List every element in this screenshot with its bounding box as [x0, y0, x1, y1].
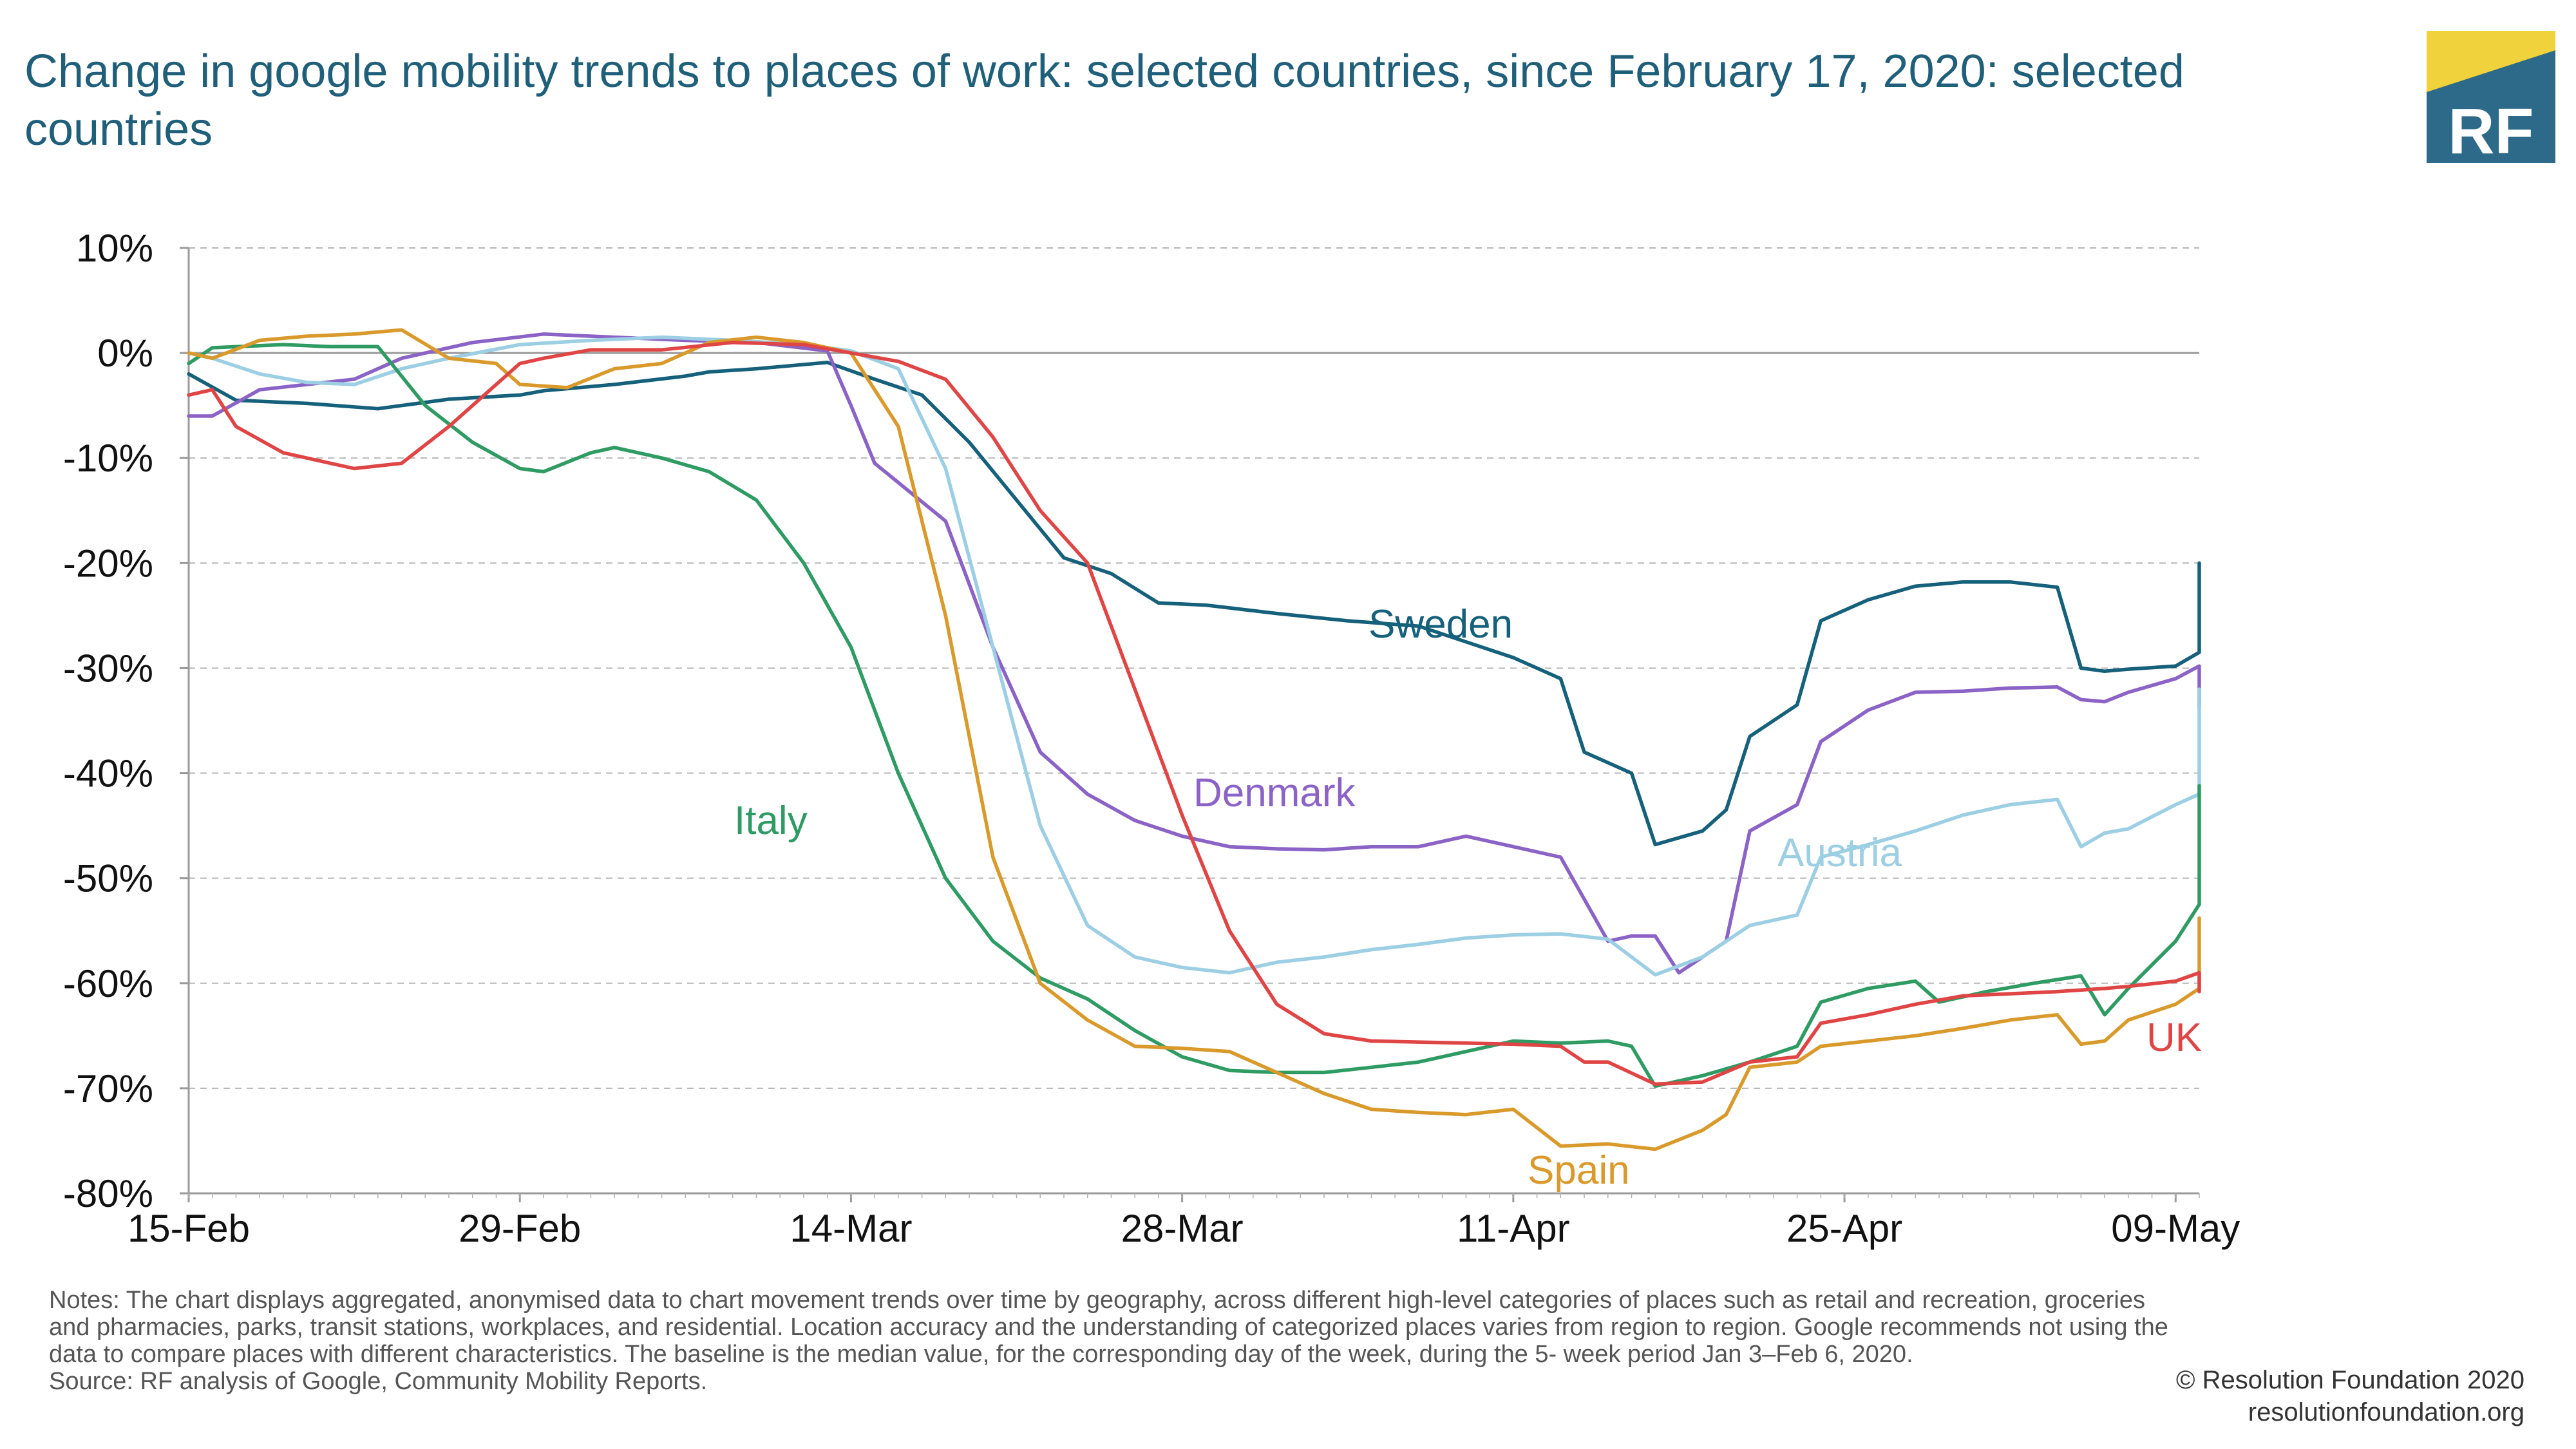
credit: © Resolution Foundation 2020 resolutionf…	[2176, 1364, 2524, 1428]
x-tick-label: 28-Mar	[1121, 1207, 1244, 1250]
x-tick-label: 14-Mar	[790, 1207, 912, 1250]
x-tick-label: 15-Feb	[128, 1207, 250, 1250]
x-tick-label: 25-Apr	[1786, 1207, 1902, 1250]
axes: 10% 0% -10% -20% -30% -40% -50% -60% -70% -80%15-…	[63, 227, 2240, 1250]
series-label-uk: UK	[2146, 1016, 2202, 1060]
rf-logo: RF	[2427, 31, 2555, 163]
copyright-text: © Resolution Foundation 2020	[2176, 1366, 2524, 1394]
notes-text: Notes: The chart displays aggregated, an…	[49, 1287, 2168, 1368]
series-labels: Sweden Denmark Austria Italy Spain UK	[734, 602, 2202, 1193]
series-line-denmark	[187, 332, 2201, 975]
x-tick-label: 09-May	[2111, 1207, 2240, 1250]
series-line-uk	[187, 341, 2201, 1086]
y-tick-label: -40%	[63, 752, 153, 795]
grid-lines	[189, 247, 2199, 1089]
line-chart: 10% 0% -10% -20% -30% -40% -50% -60% -70% -80%15-…	[63, 227, 2240, 1250]
series-line-austria	[187, 335, 2201, 977]
y-tick-label: -10%	[63, 437, 153, 480]
series-label-italy: Italy	[734, 799, 808, 843]
y-tick-label: -30%	[63, 647, 153, 690]
y-tick-label: 0%	[97, 332, 153, 375]
website-text: resolutionfoundation.org	[2248, 1398, 2524, 1426]
series-lines	[187, 328, 2201, 1151]
logo-accent	[2427, 31, 2555, 92]
source-text: Source: RF analysis of Google, Community…	[49, 1368, 708, 1395]
x-tick-label: 29-Feb	[459, 1207, 581, 1250]
series-label-sweden: Sweden	[1368, 602, 1513, 647]
y-tick-label: 10%	[76, 227, 153, 270]
series-line-spain	[187, 328, 2201, 1151]
series-label-spain: Spain	[1528, 1148, 1630, 1193]
series-line-sweden	[187, 361, 2201, 847]
series-label-austria: Austria	[1777, 831, 1902, 875]
y-tick-label: -60%	[63, 962, 153, 1005]
logo-text: RF	[2448, 95, 2533, 163]
y-tick-label: -80%	[63, 1172, 153, 1215]
y-tick-label: -70%	[63, 1067, 153, 1110]
chart-notes: Notes: The chart displays aggregated, an…	[49, 1287, 2187, 1395]
y-tick-label: -50%	[63, 857, 153, 900]
y-tick-label: -20%	[63, 542, 153, 585]
chart-title: Change in google mobility trends to plac…	[24, 46, 2184, 155]
x-tick-label: 11-Apr	[1457, 1207, 1570, 1250]
series-label-denmark: Denmark	[1193, 771, 1356, 815]
series-line-italy	[187, 343, 2201, 1088]
